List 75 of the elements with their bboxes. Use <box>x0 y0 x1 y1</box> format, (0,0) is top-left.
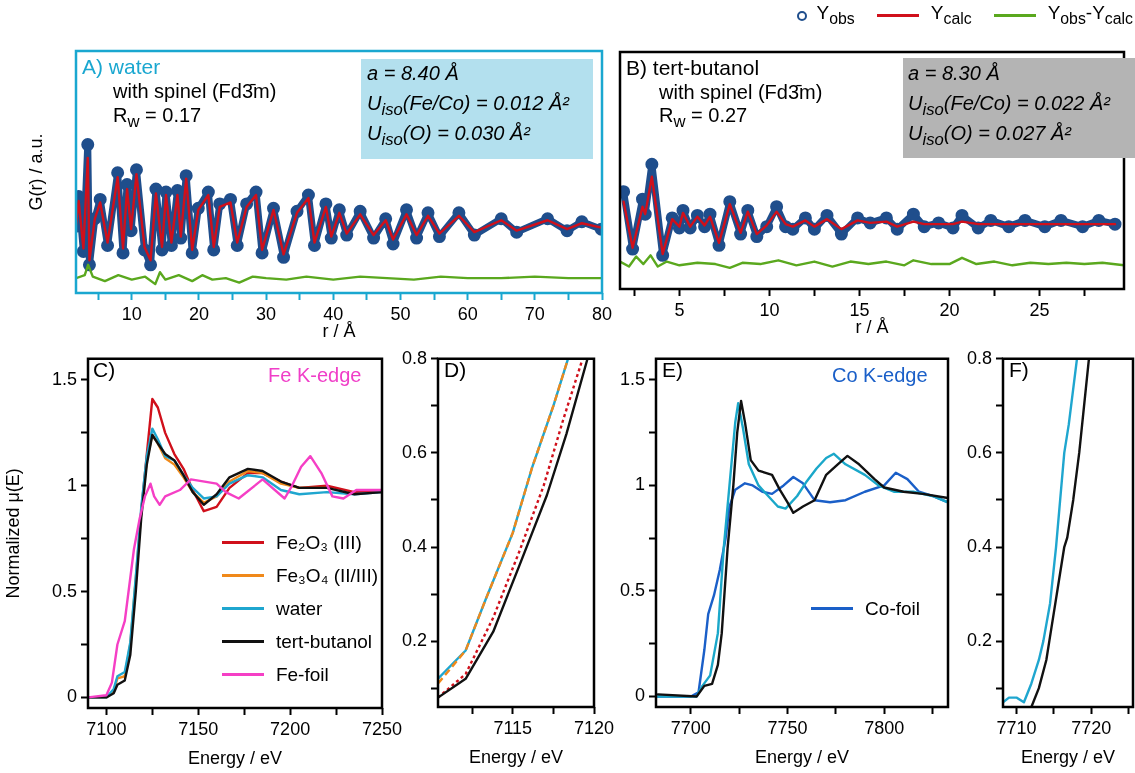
x-tick-label: 7750 <box>767 717 808 738</box>
x-tick-label: 70 <box>524 303 545 324</box>
chart-title: F) <box>1009 358 1029 383</box>
legend-label: Fe₂O₃ (III) <box>275 531 362 555</box>
x-tick-label: 20 <box>939 299 960 320</box>
y-tick-label: 0.8 <box>401 347 427 368</box>
x-tick-label: 10 <box>759 299 780 320</box>
x-tick-label: 40 <box>323 303 344 324</box>
text: R$_{w}$ = 0.27 <box>659 104 748 132</box>
y-tick-label: 0 <box>66 686 77 707</box>
x-axis-title: r / Å <box>855 317 889 338</box>
y-axis-title: G(r) / a.u. <box>25 133 46 211</box>
y-tick-label: 0 <box>634 685 645 706</box>
x-tick-label: 5 <box>674 299 685 320</box>
x-axis-title: Energy / eV <box>754 747 850 768</box>
x-tick-label: 7115 <box>493 717 533 738</box>
y-tick-label: 0.2 <box>966 630 992 651</box>
annotation: Co K-edge <box>832 364 928 387</box>
legend-label: water <box>275 597 323 621</box>
legend-label: tert-butanol <box>275 630 373 654</box>
y-tick-label: 0.6 <box>401 441 427 462</box>
y-tick-label: 0.4 <box>401 535 427 556</box>
x-tick-label: 7200 <box>270 718 311 739</box>
x-tick-label: 7250 <box>361 718 403 739</box>
text: U$_{iso}$(Fe/Co) = 0.022 Å² <box>908 92 1110 120</box>
x-tick-label: 30 <box>256 303 277 324</box>
x-tick-label: 60 <box>457 303 478 324</box>
y-axis-title: Normalized μ(E) <box>2 468 23 599</box>
x-axis-title: Energy / eV <box>187 748 283 769</box>
text: a = 8.30 Å <box>908 62 1000 85</box>
text: a = 8.40 Å <box>367 62 459 85</box>
annotation: Fe K-edge <box>268 364 362 387</box>
text: R$_{w}$ = 0.17 <box>113 104 202 132</box>
text: U$_{iso}$(Fe/Co) = 0.012 Å² <box>367 92 569 120</box>
chart-title: C) <box>93 358 116 383</box>
x-tick-label: 7800 <box>864 717 905 738</box>
y-tick-label: 0.2 <box>401 630 427 651</box>
x-tick-label: 10 <box>121 303 142 324</box>
y-tick-label: 1.5 <box>51 368 77 389</box>
y-tick-label: 1 <box>634 474 645 495</box>
x-axis-title: r / Å <box>322 321 356 342</box>
legend-label: Y$_{obs}$-Y$_{calc}$ <box>1047 1 1133 29</box>
x-tick-label: 7720 <box>1071 717 1112 738</box>
chart-title: B) tert-butanol <box>626 56 760 81</box>
annotation: U$_{iso}$(O) = 0.030 Å² <box>367 122 531 150</box>
x-tick-label: 7120 <box>573 717 615 738</box>
legend-label: Fe-foil <box>275 663 329 687</box>
legend-label: Co-foil <box>865 597 920 621</box>
x-axis-title: Energy / eV <box>1020 747 1116 768</box>
y-tick-label: 0.4 <box>966 535 992 556</box>
chart-title: E) <box>662 358 683 383</box>
y-tick-label: 1 <box>66 474 77 495</box>
y-tick-label: 0.8 <box>966 347 992 368</box>
text: with spinel (Fd3̄m) <box>113 80 277 103</box>
legend-label: Y$_{obs}$ <box>816 1 855 29</box>
x-tick-label: 50 <box>390 303 411 324</box>
chart-title: D) <box>444 358 467 383</box>
y-tick-label: 0.6 <box>966 441 992 462</box>
x-tick-label: 7100 <box>86 718 127 739</box>
x-tick-label: 7700 <box>670 717 711 738</box>
x-tick-label: 7710 <box>996 717 1037 738</box>
legend-label: Y$_{calc}$ <box>930 1 972 29</box>
text: U$_{iso}$(O) = 0.027 Å² <box>908 122 1072 150</box>
x-tick-label: 7150 <box>178 718 219 739</box>
x-axis-title: Energy / eV <box>468 747 564 768</box>
chart-title: A) water <box>82 55 161 80</box>
text: with spinel (Fd3̄m) <box>659 81 823 104</box>
y-tick-label: 0.5 <box>51 580 77 601</box>
y-tick-label: 1.5 <box>619 368 645 389</box>
legend-label: Fe₃O₄ (II/III) <box>275 564 378 588</box>
x-tick-label: 20 <box>188 303 209 324</box>
x-tick-label: 80 <box>591 303 613 324</box>
x-tick-label: 15 <box>849 299 870 320</box>
y-tick-label: 0.5 <box>619 579 645 600</box>
x-tick-label: 25 <box>1029 299 1050 320</box>
